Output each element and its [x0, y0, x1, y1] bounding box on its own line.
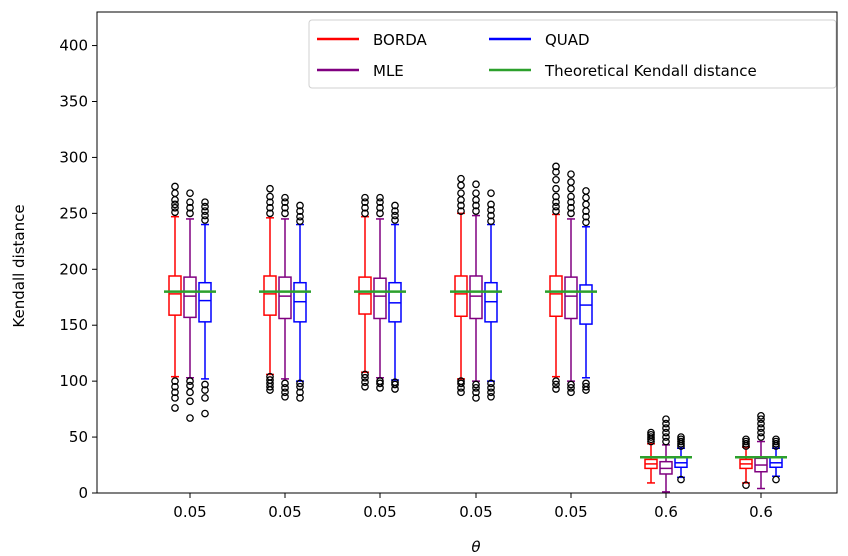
outlier-point	[172, 183, 178, 189]
box-borda	[455, 175, 467, 395]
outlier-point	[187, 378, 193, 384]
y-tick-label: 400	[59, 37, 88, 55]
outlier-point	[663, 416, 669, 422]
outlier-point	[583, 201, 589, 207]
outlier-point	[202, 395, 208, 401]
iqr-box	[279, 277, 291, 318]
outlier-point	[553, 177, 559, 183]
x-axis: 0.05 0.05 0.05 0.05 0.05 0.6 0.6	[173, 493, 773, 521]
box-mle	[184, 190, 196, 421]
outlier-point	[458, 175, 464, 181]
outlier-point	[583, 188, 589, 194]
box-borda	[740, 436, 752, 488]
outlier-point	[377, 194, 383, 200]
y-tick-label: 50	[69, 428, 88, 446]
y-axis: 0 50 100 150 200 250 300 350 400	[59, 37, 97, 502]
legend-label: Theoretical Kendall distance	[544, 62, 757, 80]
legend-label: QUAD	[545, 31, 590, 49]
iqr-box	[264, 276, 276, 315]
outlier-point	[172, 190, 178, 196]
box-mle	[660, 416, 672, 492]
outlier-point	[583, 194, 589, 200]
outlier-point	[202, 410, 208, 416]
outlier-point	[458, 182, 464, 188]
iqr-box	[169, 276, 181, 315]
y-tick-label: 350	[59, 92, 88, 110]
legend-label: MLE	[373, 62, 404, 80]
x-tick-label: 0.6	[654, 503, 678, 521]
outlier-point	[473, 181, 479, 187]
box-quad	[389, 202, 401, 392]
x-tick-label: 0.05	[268, 503, 301, 521]
iqr-box	[455, 276, 467, 316]
outlier-point	[267, 186, 273, 192]
legend-label: BORDA	[373, 31, 428, 49]
y-tick-label: 200	[59, 260, 88, 278]
outlier-point	[362, 194, 368, 200]
outlier-point	[473, 190, 479, 196]
outlier-point	[282, 194, 288, 200]
box-borda	[550, 163, 562, 392]
y-tick-label: 300	[59, 148, 88, 166]
outlier-point	[187, 398, 193, 404]
iqr-box	[199, 283, 211, 322]
iqr-box	[565, 277, 577, 318]
box-quad	[485, 190, 497, 400]
outlier-point	[773, 476, 779, 482]
y-tick-label: 0	[78, 484, 88, 502]
iqr-box	[184, 277, 196, 317]
outlier-point	[187, 190, 193, 196]
box-mle	[279, 194, 291, 400]
outlier-point	[488, 190, 494, 196]
outlier-point	[568, 179, 574, 185]
iqr-box	[550, 276, 562, 316]
x-tick-label: 0.05	[459, 503, 492, 521]
iqr-box	[359, 277, 371, 314]
box-quad	[199, 199, 211, 417]
outlier-point	[202, 199, 208, 205]
outlier-point	[568, 171, 574, 177]
outlier-point	[568, 186, 574, 192]
box-quad	[294, 202, 306, 401]
iqr-box	[470, 276, 482, 319]
outlier-point	[172, 405, 178, 411]
box-mle	[755, 413, 767, 489]
x-tick-label: 0.05	[554, 503, 587, 521]
outlier-point	[458, 190, 464, 196]
legend: BORDA QUAD MLE Theoretical Kendall distance	[309, 20, 836, 88]
box-borda	[264, 186, 276, 394]
x-tick-label: 0.05	[173, 503, 206, 521]
outlier-point	[187, 415, 193, 421]
outlier-point	[187, 389, 193, 395]
outlier-point	[282, 380, 288, 386]
y-tick-label: 150	[59, 316, 88, 334]
y-axis-title: Kendall distance	[10, 204, 28, 327]
x-tick-label: 0.05	[363, 503, 396, 521]
x-axis-title: θ	[471, 538, 480, 556]
x-tick-label: 0.6	[749, 503, 773, 521]
series-quad	[199, 188, 782, 483]
box-mle	[565, 171, 577, 396]
iqr-box	[374, 278, 386, 318]
y-tick-label: 250	[59, 204, 88, 222]
y-tick-label: 100	[59, 372, 88, 390]
box-quad	[770, 436, 782, 483]
outlier-point	[172, 197, 178, 203]
outlier-point	[553, 186, 559, 192]
box-borda	[169, 183, 181, 411]
